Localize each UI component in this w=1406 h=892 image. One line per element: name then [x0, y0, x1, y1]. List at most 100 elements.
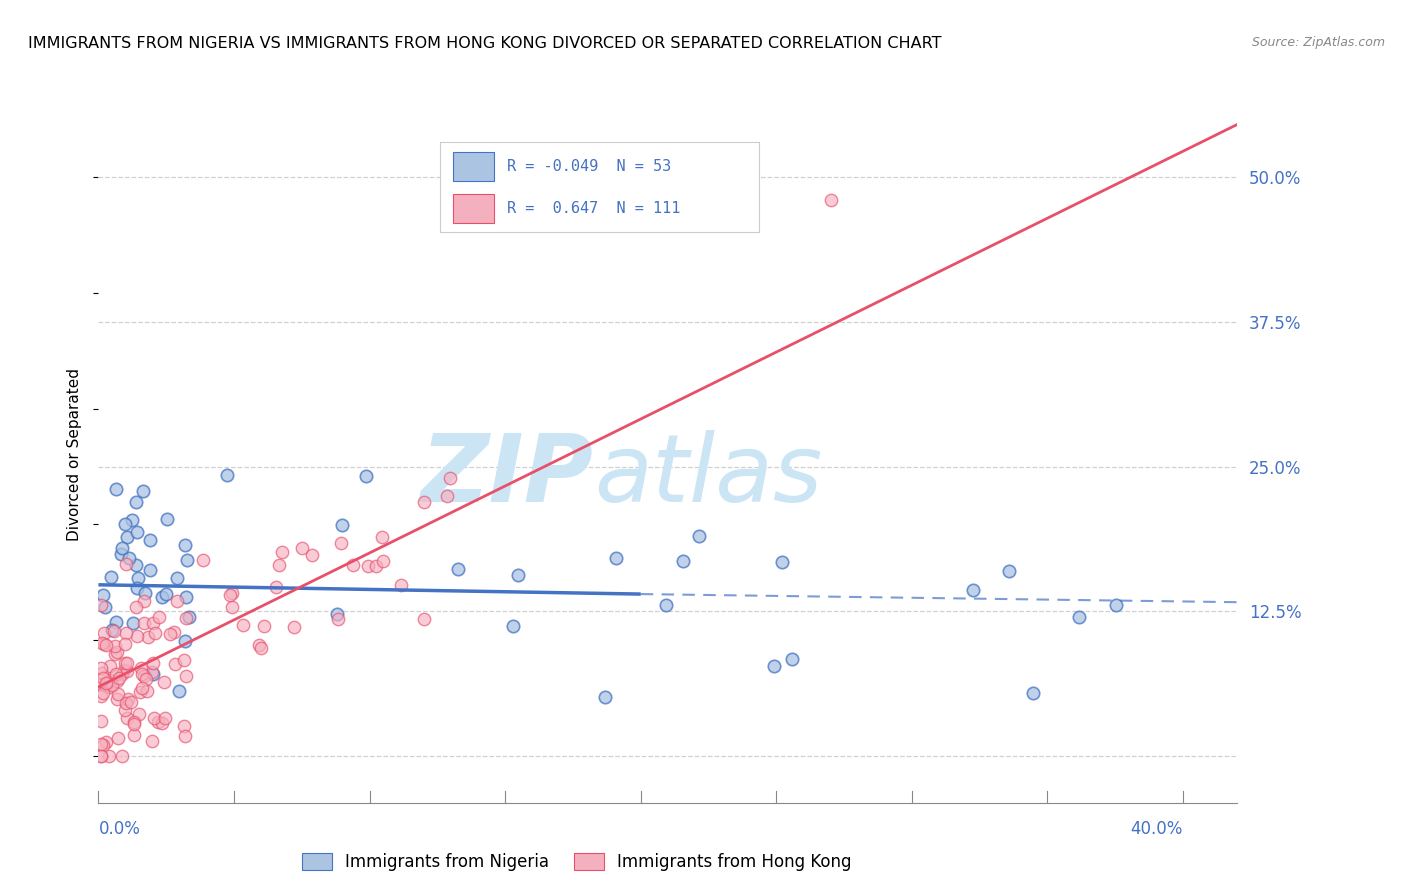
Point: [125, 558, 148, 573]
Point: [506, 568, 529, 582]
Point: [141, 733, 163, 747]
Point: [101, 624, 124, 638]
Point: [329, 536, 352, 550]
Point: [114, 703, 136, 717]
Point: [174, 590, 197, 604]
Point: [159, 626, 181, 640]
Point: [121, 615, 143, 630]
Point: [105, 692, 128, 706]
Point: [342, 558, 364, 573]
Point: [94, 638, 117, 652]
Point: [104, 647, 127, 661]
Point: [436, 489, 458, 503]
Point: [173, 729, 195, 743]
Point: [389, 577, 412, 591]
Point: [91, 671, 114, 685]
Point: [107, 731, 129, 746]
Point: [439, 471, 461, 485]
Point: [146, 714, 169, 729]
Point: [191, 553, 214, 567]
Point: [111, 666, 134, 681]
Point: [148, 610, 170, 624]
Point: [103, 624, 125, 638]
Point: [136, 684, 159, 698]
Point: [770, 555, 793, 569]
Point: [112, 663, 135, 677]
Point: [215, 467, 238, 482]
Point: [127, 629, 149, 643]
Point: [1105, 599, 1128, 613]
Point: [271, 545, 294, 559]
Point: [114, 637, 136, 651]
Point: [98, 658, 121, 673]
Point: [153, 711, 176, 725]
Point: [93, 625, 115, 640]
Point: [326, 607, 349, 621]
Point: [502, 619, 524, 633]
Point: [98, 749, 121, 764]
Point: [91, 588, 114, 602]
Point: [174, 634, 197, 648]
Point: [142, 656, 165, 670]
Point: [150, 715, 173, 730]
Point: [142, 616, 165, 631]
Point: [166, 594, 188, 608]
Point: [163, 624, 186, 639]
Point: [111, 541, 134, 556]
Point: [125, 599, 148, 614]
Point: [90, 714, 112, 728]
Point: [132, 593, 155, 607]
Point: [117, 692, 139, 706]
Point: [266, 580, 288, 594]
Point: [91, 636, 114, 650]
Point: [90, 677, 112, 691]
Point: [114, 656, 136, 670]
Point: [90, 737, 112, 751]
Point: [165, 657, 187, 671]
Point: [100, 569, 122, 583]
Point: [672, 554, 695, 568]
Text: Source: ZipAtlas.com: Source: ZipAtlas.com: [1251, 36, 1385, 49]
Point: [122, 715, 145, 730]
Point: [291, 541, 314, 556]
Point: [655, 598, 678, 612]
Point: [97, 675, 120, 690]
Point: [120, 695, 142, 709]
Point: [249, 638, 271, 652]
Point: [364, 558, 387, 573]
Point: [91, 738, 114, 752]
Point: [174, 611, 197, 625]
Point: [176, 553, 198, 567]
Point: [152, 675, 174, 690]
Point: [1067, 610, 1090, 624]
Point: [94, 735, 117, 749]
Point: [115, 711, 138, 725]
Point: [107, 687, 129, 701]
Point: [605, 551, 627, 566]
Point: [152, 590, 174, 604]
Point: [121, 513, 143, 527]
Point: [155, 587, 177, 601]
Point: [90, 749, 112, 764]
Point: [114, 625, 136, 640]
Point: [219, 588, 242, 602]
Point: [173, 538, 195, 552]
Point: [127, 571, 149, 585]
Point: [139, 533, 162, 547]
Point: [820, 193, 842, 207]
Point: [90, 689, 112, 703]
Point: [373, 554, 395, 568]
Point: [326, 612, 349, 626]
Point: [94, 676, 117, 690]
Point: [135, 673, 157, 687]
Point: [131, 666, 153, 681]
Text: 40.0%: 40.0%: [1130, 821, 1182, 838]
Text: atlas: atlas: [593, 430, 823, 521]
Text: ZIP: ZIP: [420, 430, 593, 522]
Point: [132, 669, 155, 683]
Point: [93, 637, 115, 651]
Point: [134, 586, 156, 600]
Point: [90, 661, 112, 675]
Point: [782, 652, 804, 666]
Point: [115, 664, 138, 678]
